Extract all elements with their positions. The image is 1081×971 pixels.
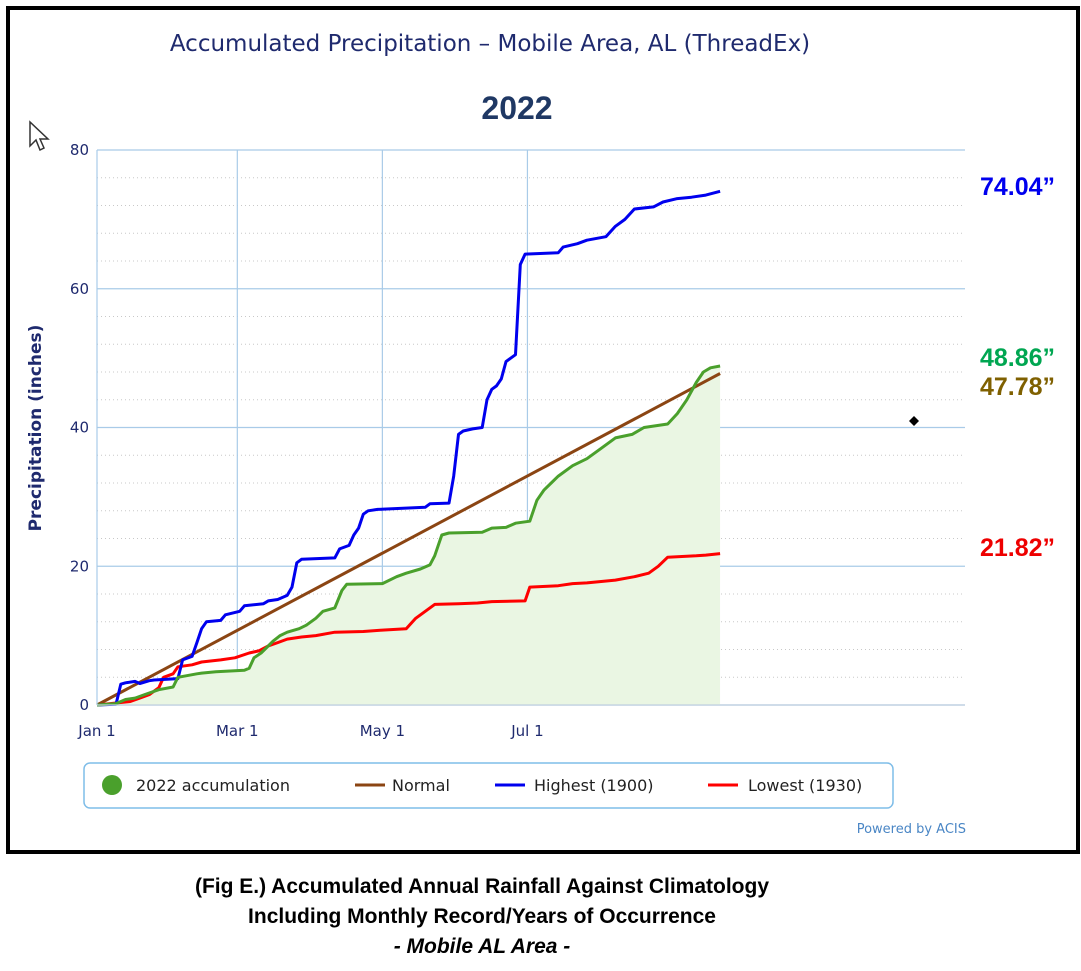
legend-label-highest: Highest (1900) bbox=[534, 776, 654, 795]
legend-label-normal: Normal bbox=[392, 776, 450, 795]
diamond-marker-icon bbox=[909, 416, 919, 426]
cursor-arrow-icon bbox=[29, 120, 50, 152]
y-tick-label: 40 bbox=[70, 419, 89, 437]
y-tick-label: 80 bbox=[70, 141, 89, 159]
x-tick-label: May 1 bbox=[360, 722, 405, 740]
legend-box bbox=[83, 762, 894, 809]
legend: 2022 accumulation Normal Highest (1900) … bbox=[83, 762, 894, 809]
y-axis-label: Precipitation (inches) bbox=[26, 325, 46, 532]
caption-line-3: - Mobile AL Area - bbox=[393, 935, 571, 958]
end-labels: 48.86”47.78” 74.04” 21.82” bbox=[980, 173, 1055, 562]
figure-caption: (Fig E.) Accumulated Annual Rainfall Aga… bbox=[0, 872, 964, 962]
caption-line-2: Including Monthly Record/Years of Occurr… bbox=[248, 905, 716, 928]
chart-title: Accumulated Precipitation – Mobile Area,… bbox=[170, 31, 810, 57]
end-label-lowest: 21.82” bbox=[980, 534, 1055, 562]
x-tick-label: Jan 1 bbox=[77, 722, 115, 740]
series-lines bbox=[96, 189, 721, 707]
x-tick-label: Jul 1 bbox=[510, 722, 543, 740]
credit-link[interactable]: Powered by ACIS bbox=[857, 822, 966, 837]
end-label-highest: 74.04” bbox=[980, 173, 1055, 201]
end-label-normal: 47.78” bbox=[980, 373, 1055, 401]
y-tick-label: 0 bbox=[79, 696, 89, 714]
legend-item-normal[interactable]: Normal bbox=[355, 776, 450, 795]
legend-label-accumulation: 2022 accumulation bbox=[136, 776, 290, 795]
legend-item-accumulation[interactable]: 2022 accumulation bbox=[102, 775, 290, 795]
series-line-normal bbox=[96, 372, 721, 707]
legend-item-lowest[interactable]: Lowest (1930) bbox=[708, 776, 862, 795]
series-line-lowest bbox=[96, 552, 721, 707]
legend-swatch-accumulation bbox=[102, 775, 122, 795]
accumulation-area bbox=[97, 366, 721, 705]
x-tick-label: Mar 1 bbox=[216, 722, 259, 740]
series-line-accumulation bbox=[96, 364, 721, 707]
y-tick-label: 20 bbox=[70, 557, 89, 575]
accumulation-fill bbox=[97, 366, 721, 705]
axes: 0 20 40 60 80 Jan 1 Mar 1 May 1 Jul 1 bbox=[70, 141, 965, 740]
chart: Accumulated Precipitation – Mobile Area,… bbox=[26, 31, 1055, 837]
chart-year-title: 2022 bbox=[481, 90, 552, 126]
y-tick-label: 60 bbox=[70, 280, 89, 298]
legend-label-lowest: Lowest (1930) bbox=[748, 776, 862, 795]
series-line-highest bbox=[96, 189, 721, 707]
end-label-accumulation: 48.86” bbox=[980, 344, 1055, 372]
legend-item-highest[interactable]: Highest (1900) bbox=[495, 776, 654, 795]
caption-line-1: (Fig E.) Accumulated Annual Rainfall Aga… bbox=[194, 875, 770, 898]
